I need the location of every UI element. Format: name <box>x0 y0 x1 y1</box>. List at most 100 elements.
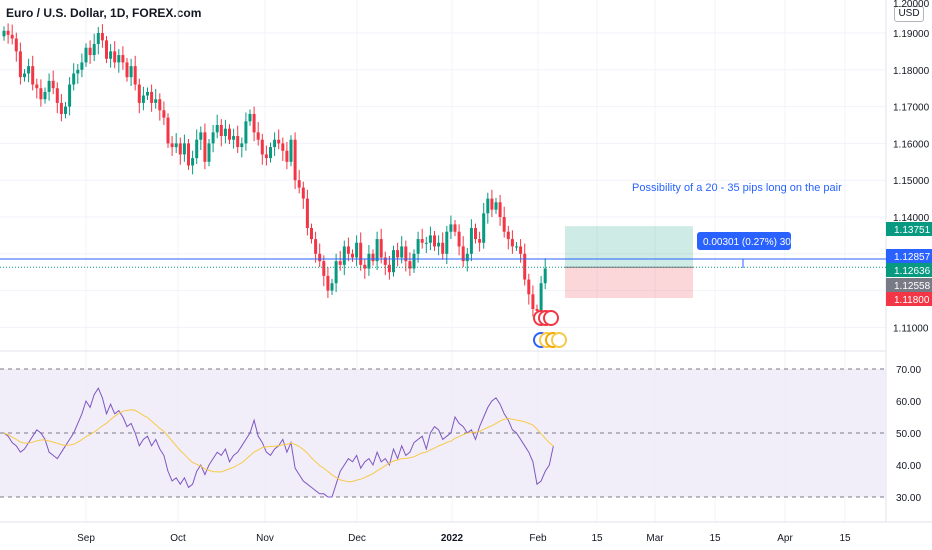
candle-body <box>396 250 400 258</box>
candle-body <box>531 294 535 309</box>
rsi-tick-label: 60.00 <box>896 397 921 408</box>
candle-body <box>474 228 477 240</box>
candle-body <box>310 228 313 240</box>
position-profit-zone[interactable] <box>565 226 693 268</box>
price-tick-label: 1.14000 <box>893 213 930 224</box>
candle-body <box>191 158 195 166</box>
candle-body <box>326 275 330 291</box>
candle-body <box>211 132 215 144</box>
rsi-tick-label: 70.00 <box>896 365 921 376</box>
event-icon[interactable] <box>543 310 559 326</box>
candle-body <box>355 242 359 258</box>
price-tag-label: 1.12636 <box>894 266 931 277</box>
candle-body <box>141 95 145 103</box>
candle-body <box>6 30 10 35</box>
candle-body <box>506 231 510 240</box>
price-tick-label: 1.11000 <box>893 323 929 334</box>
candle-body <box>236 136 240 148</box>
rsi-ma-line <box>3 409 554 483</box>
position-loss-zone[interactable] <box>565 267 693 298</box>
price-tag-label: 1.13751 <box>894 225 931 236</box>
candle-body <box>387 264 391 273</box>
economic-events[interactable] <box>533 310 567 348</box>
candle-body <box>342 246 346 265</box>
candle-body <box>330 283 334 291</box>
candle-body <box>363 264 367 269</box>
event-icon[interactable] <box>551 332 567 348</box>
candle-body <box>494 202 498 210</box>
candle-body <box>449 224 453 232</box>
price-tag <box>886 249 932 263</box>
price-tag <box>886 292 932 306</box>
candle-body <box>182 143 186 155</box>
candle-body <box>515 246 518 248</box>
candle-body <box>260 139 264 155</box>
candle-body <box>256 132 260 140</box>
candle-body <box>269 147 272 159</box>
candle-body <box>346 246 350 254</box>
candle-body <box>154 99 158 103</box>
candle-body <box>437 242 441 247</box>
rsi-tick-label: 50.00 <box>896 429 921 440</box>
candle-body <box>392 250 395 273</box>
position-label-box <box>697 232 791 250</box>
candle-body <box>113 51 117 63</box>
candle-body <box>199 132 203 140</box>
candle-body <box>129 66 133 78</box>
time-tick-label: 15 <box>591 533 603 544</box>
candle-body <box>166 117 170 144</box>
candles <box>0 23 886 320</box>
candle-body <box>187 143 190 166</box>
candle-body <box>76 69 80 74</box>
rsi-tick-label: 40.00 <box>896 461 921 472</box>
annotation-text[interactable]: Possibility of a 20 - 35 pips long on th… <box>632 182 842 194</box>
candle-body <box>412 253 416 269</box>
candle-body <box>223 128 227 137</box>
candle-body <box>498 202 502 217</box>
candle-body <box>244 121 248 144</box>
position-label-text: 0.00301 (0.27%) 30.1 <box>703 237 800 248</box>
time-tick-label: Feb <box>529 533 547 544</box>
candle-body <box>502 217 506 232</box>
candle-body <box>367 253 371 269</box>
candle-body <box>535 309 539 311</box>
candle-body <box>383 257 387 265</box>
candle-body <box>420 239 424 243</box>
price-tick-label: 1.18000 <box>893 66 930 77</box>
candle-body <box>469 228 473 254</box>
time-tick-label: 15 <box>839 533 851 544</box>
candle-body <box>92 44 96 56</box>
rsi-pane <box>0 368 886 498</box>
candle-body <box>281 143 285 151</box>
candle-body <box>416 239 420 254</box>
rsi-axis[interactable]: 30.00 40.00 50.00 60.00 70.00 <box>896 365 921 504</box>
candle-body <box>43 91 47 100</box>
candle-body <box>482 213 486 243</box>
price-tick-label: 1.15000 <box>893 176 930 187</box>
candle-body <box>297 180 301 188</box>
candle-body <box>72 73 76 85</box>
candle-body <box>207 143 211 162</box>
time-tick-label: Apr <box>777 533 793 544</box>
candle-body <box>18 51 22 78</box>
candle-body <box>424 242 428 244</box>
price-tick-label: 1.16000 <box>893 139 930 150</box>
candle-body <box>465 253 469 262</box>
candle-body <box>162 110 166 118</box>
candle-body <box>314 239 318 254</box>
currency-button[interactable]: USD <box>894 6 924 22</box>
candle-body <box>277 139 281 144</box>
price-tag <box>886 263 932 277</box>
candle-body <box>203 132 207 162</box>
candle-body <box>371 253 375 262</box>
candle-body <box>146 91 149 96</box>
candle-body <box>215 125 219 133</box>
candle-body <box>322 261 326 276</box>
candle-body <box>289 139 293 162</box>
time-axis[interactable]: Sep Oct Nov Dec 2022 Feb 15 Mar 15 Apr 15 <box>77 533 851 544</box>
candle-body <box>478 239 482 243</box>
candle-body <box>178 143 182 155</box>
candle-body <box>428 235 432 243</box>
candle-body <box>543 268 547 284</box>
